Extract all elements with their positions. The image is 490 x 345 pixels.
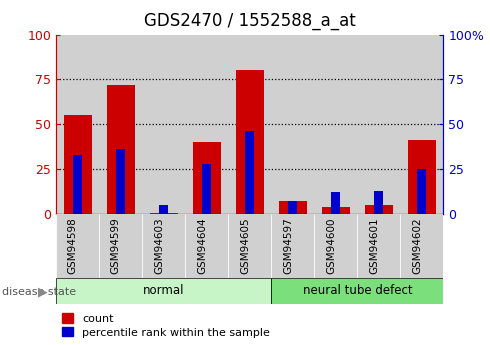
Bar: [117, 149, 125, 214]
Text: GSM94597: GSM94597: [283, 217, 293, 274]
Bar: [228, 214, 271, 278]
Text: GSM94599: GSM94599: [111, 217, 121, 274]
Bar: [143, 34, 185, 214]
Bar: [271, 34, 315, 214]
Text: normal: normal: [143, 284, 185, 297]
Text: GSM94605: GSM94605: [240, 217, 250, 274]
Bar: [315, 214, 357, 278]
Bar: [99, 34, 143, 214]
Bar: [56, 278, 271, 304]
Bar: [193, 142, 221, 214]
Bar: [331, 193, 341, 214]
Bar: [279, 201, 307, 214]
Bar: [185, 214, 228, 278]
Bar: [374, 190, 383, 214]
Bar: [357, 214, 400, 278]
Text: GSM94601: GSM94601: [369, 217, 379, 274]
Bar: [400, 34, 443, 214]
Bar: [271, 214, 315, 278]
Bar: [99, 214, 143, 278]
Bar: [400, 214, 443, 278]
Text: neural tube defect: neural tube defect: [303, 284, 412, 297]
Bar: [365, 205, 393, 214]
Bar: [159, 205, 169, 214]
Bar: [315, 34, 357, 214]
Bar: [322, 207, 350, 214]
Bar: [236, 70, 264, 214]
Bar: [56, 214, 99, 278]
Bar: [64, 115, 92, 214]
Text: GSM94602: GSM94602: [412, 217, 422, 274]
Text: GSM94598: GSM94598: [68, 217, 78, 274]
Bar: [245, 131, 254, 214]
Bar: [289, 201, 297, 214]
Bar: [271, 278, 443, 304]
Bar: [417, 169, 426, 214]
Text: GSM94603: GSM94603: [154, 217, 164, 274]
Bar: [74, 155, 82, 214]
Bar: [357, 34, 400, 214]
Text: disease state: disease state: [2, 287, 76, 296]
Bar: [228, 34, 271, 214]
Bar: [202, 164, 211, 214]
Bar: [143, 214, 185, 278]
Bar: [408, 140, 436, 214]
Legend: count, percentile rank within the sample: count, percentile rank within the sample: [62, 314, 270, 338]
Bar: [56, 34, 99, 214]
Title: GDS2470 / 1552588_a_at: GDS2470 / 1552588_a_at: [144, 12, 356, 30]
Text: GSM94600: GSM94600: [326, 217, 336, 274]
Bar: [150, 213, 178, 214]
Bar: [185, 34, 228, 214]
Text: ▶: ▶: [38, 285, 48, 298]
Bar: [107, 85, 135, 214]
Text: GSM94604: GSM94604: [197, 217, 207, 274]
